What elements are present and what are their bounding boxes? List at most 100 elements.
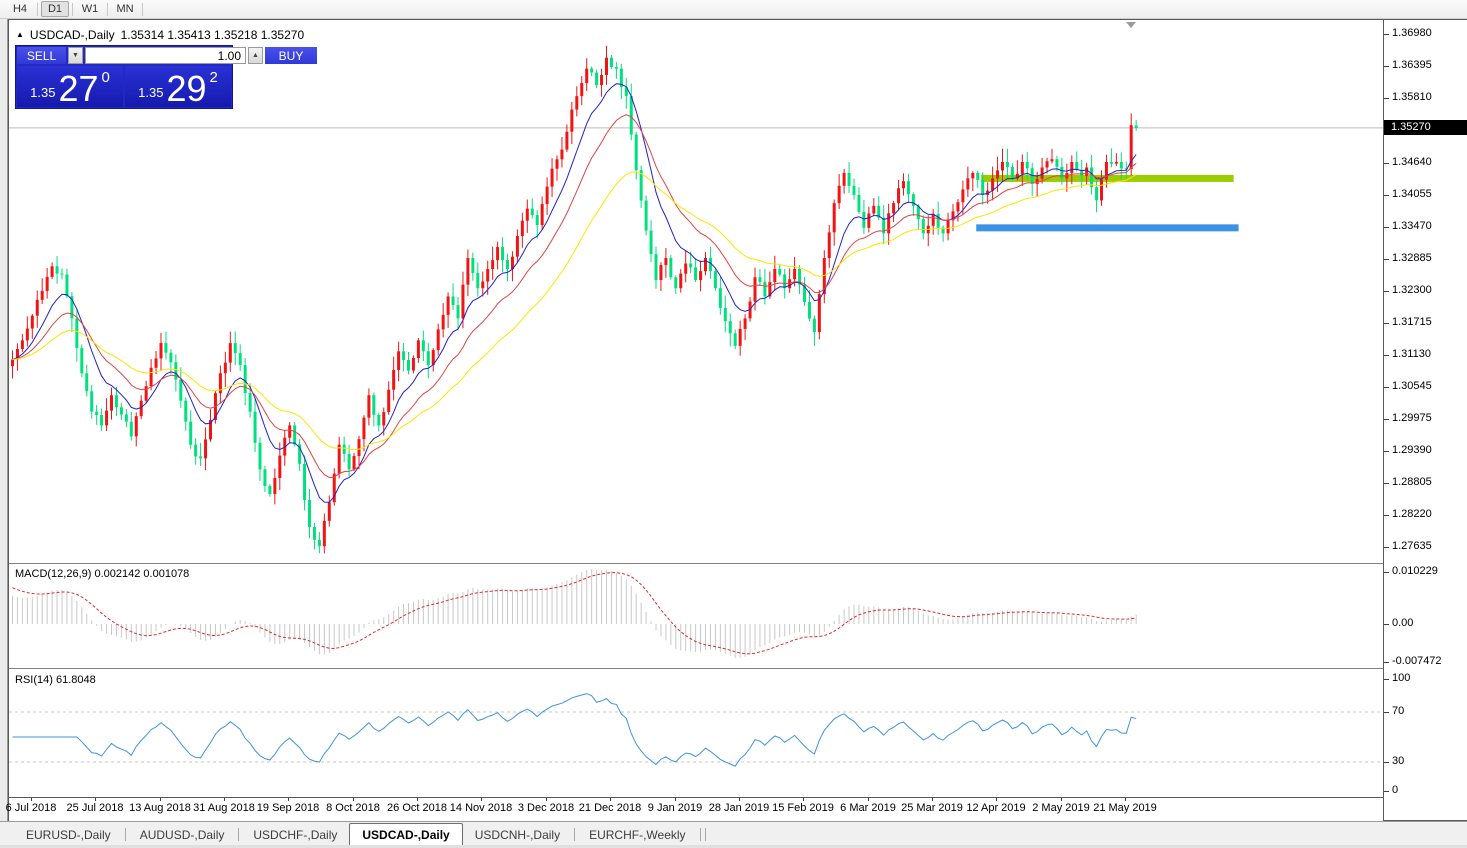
candle-body xyxy=(971,172,975,179)
chart-tab-audusd[interactable]: AUDUSD-,Daily xyxy=(139,827,225,842)
candle-body xyxy=(411,357,415,371)
candle-body xyxy=(887,213,891,234)
moving-average-slow xyxy=(12,171,1137,451)
rsi-line xyxy=(12,693,1137,767)
toolbar-separator xyxy=(107,2,108,16)
chart-tab-usdcnh[interactable]: USDCNH-,Daily xyxy=(474,827,561,842)
sell-button[interactable]: SELL xyxy=(17,47,66,64)
candle-body xyxy=(931,214,935,226)
candle-body xyxy=(55,266,59,274)
buy-price-button[interactable]: 1.35 29 2 xyxy=(125,66,231,107)
candle-body xyxy=(654,254,658,280)
candle-body xyxy=(506,260,509,269)
price-axis-label: 1.34055 xyxy=(1392,188,1432,200)
chart-shift-marker-icon[interactable] xyxy=(1125,22,1136,28)
candle-body xyxy=(100,414,104,426)
candle-body xyxy=(382,412,386,426)
candle-body xyxy=(278,455,282,478)
chart-tab-eurchf[interactable]: EURCHF-,Weekly xyxy=(589,827,686,842)
candle-body xyxy=(877,205,881,218)
price-chart-canvas[interactable] xyxy=(9,20,1383,798)
candle-body xyxy=(872,205,876,214)
candle-body xyxy=(807,301,811,319)
candle-body xyxy=(1119,161,1123,169)
candle-body xyxy=(718,288,722,308)
volume-dropdown-icon[interactable]: ▼ xyxy=(68,47,83,64)
buy-button[interactable]: BUY xyxy=(265,47,317,64)
candle-body xyxy=(852,185,856,195)
candle-body xyxy=(763,281,767,297)
candle-body xyxy=(322,520,326,547)
candle-body xyxy=(293,425,297,445)
candle-body xyxy=(85,373,89,392)
timeframe-button-mn[interactable]: MN xyxy=(116,3,134,15)
price-axis-label: 1.28220 xyxy=(1392,508,1432,520)
chart-tab-usdchf[interactable]: USDCHF-,Daily xyxy=(253,827,338,842)
volume-input[interactable] xyxy=(85,47,246,64)
candle-body xyxy=(248,393,252,412)
axis-tick xyxy=(1384,791,1389,792)
date-tick xyxy=(481,798,482,801)
date-axis-label: 19 Sep 2018 xyxy=(256,802,320,814)
candle-body xyxy=(332,473,336,503)
macd-pane-splitter[interactable] xyxy=(9,563,1466,564)
candle-body xyxy=(827,232,831,259)
rsi-pane-splitter[interactable] xyxy=(9,668,1466,669)
chart-window[interactable]: ▲ USDCAD-,Daily 1.35314 1.35413 1.35218 … xyxy=(6,19,1467,821)
candle-body xyxy=(728,321,732,334)
date-axis[interactable]: 6 Jul 2018 25 Jul 2018 13 Aug 2018 31 Aug 2… xyxy=(6,798,1383,821)
price-axis-label: 1.28805 xyxy=(1392,476,1432,488)
timeframe-button-h4[interactable]: H4 xyxy=(12,3,28,15)
macd-axis-label: 0.00 xyxy=(1392,617,1414,629)
sell-price-button[interactable]: 1.35 27 0 xyxy=(17,66,123,107)
candle-body xyxy=(50,266,54,277)
collapse-panel-icon[interactable]: ▲ xyxy=(16,30,24,39)
candle-body xyxy=(1104,161,1108,180)
rsi-axis-label: 100 xyxy=(1392,672,1411,684)
axis-tick xyxy=(1384,515,1389,516)
chart-tab-bar: EURUSD-,Daily AUDUSD-,Daily USDCHF-,Daily U… xyxy=(0,821,1467,846)
timeframe-button-w1[interactable]: W1 xyxy=(81,3,99,15)
price-axis-label: 1.30545 xyxy=(1392,380,1432,392)
candle-body xyxy=(1005,161,1009,168)
candle-body xyxy=(644,200,648,231)
price-axis-label: 1.34640 xyxy=(1392,156,1432,168)
candle-body xyxy=(298,444,302,464)
axis-tick xyxy=(1384,98,1389,99)
axis-tick xyxy=(1384,195,1389,196)
support-band[interactable] xyxy=(976,224,1239,232)
candle-body xyxy=(1045,161,1049,168)
candle-body xyxy=(1134,125,1138,128)
price-axis-separator xyxy=(1383,20,1384,820)
volume-increase-icon[interactable]: ▲ xyxy=(248,47,263,64)
candle-body xyxy=(263,469,267,487)
candle-body xyxy=(308,500,311,527)
candle-body xyxy=(996,170,1000,179)
candle-body xyxy=(70,296,74,319)
candle-body xyxy=(976,172,980,180)
date-axis-label: 14 Nov 2018 xyxy=(449,802,513,814)
date-axis-label: 3 Dec 2018 xyxy=(517,802,575,814)
date-tick xyxy=(1125,798,1126,801)
date-axis-label: 9 Jan 2019 xyxy=(647,802,703,814)
axis-tick xyxy=(1384,762,1389,763)
candle-body xyxy=(372,395,376,415)
axis-tick xyxy=(1384,712,1389,713)
candle-body xyxy=(1129,125,1133,170)
toolbar-separator xyxy=(37,2,38,16)
candle-body xyxy=(421,340,425,352)
macd-axis-label: 0.010229 xyxy=(1392,565,1438,577)
price-axis[interactable]: 1.36980 1.36395 1.35810 1.34640 1.34055 1.334… xyxy=(1384,20,1467,820)
chart-tab-eurusd[interactable]: EURUSD-,Daily xyxy=(26,827,111,842)
candle-body xyxy=(991,178,995,191)
candle-body xyxy=(1100,179,1103,201)
chart-tab-usdcad[interactable]: USDCAD-,Daily xyxy=(349,823,463,846)
left-window-edge xyxy=(0,19,8,821)
candle-body xyxy=(634,134,638,171)
candle-body xyxy=(555,159,559,169)
timeframe-button-d1[interactable]: D1 xyxy=(41,1,69,17)
candle-body xyxy=(312,526,316,540)
candle-body xyxy=(446,296,450,315)
candle-body xyxy=(723,307,727,322)
